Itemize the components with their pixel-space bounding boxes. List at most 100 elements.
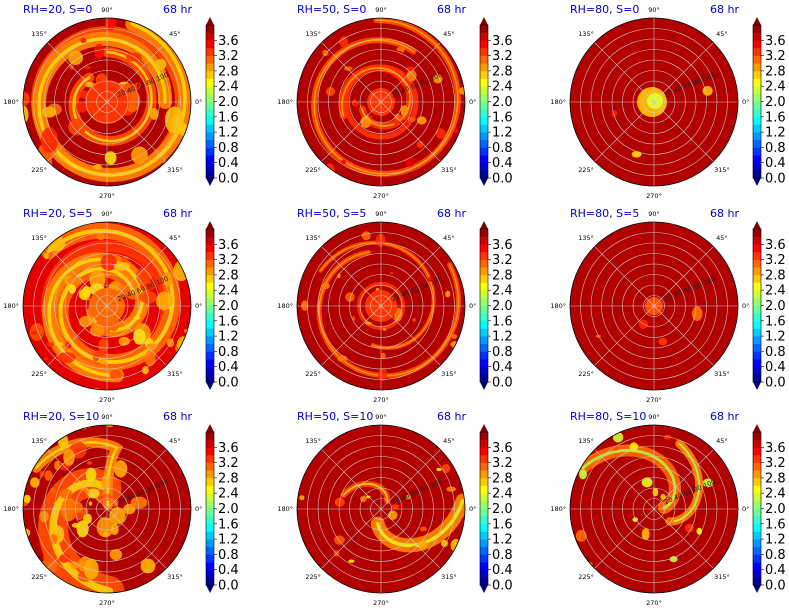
angular-grid-line bbox=[106, 449, 167, 510]
colorbar-extend-min bbox=[480, 178, 488, 186]
angle-tick-label: 90° bbox=[375, 413, 387, 421]
colorbar-tick-label: 3.6 bbox=[218, 238, 239, 253]
contour-blob bbox=[130, 496, 148, 509]
angle-tick-label: 270° bbox=[373, 599, 389, 607]
colorbar-segment bbox=[753, 109, 761, 118]
colorbar-segment bbox=[206, 32, 214, 41]
colorbar-extend-min bbox=[206, 382, 214, 390]
colorbar-segment bbox=[206, 313, 214, 322]
colorbar-tick-label: 0.8 bbox=[492, 345, 513, 360]
time-label: 68 hr bbox=[437, 3, 466, 16]
angular-grid-line bbox=[106, 305, 167, 366]
contour-blob bbox=[81, 286, 92, 298]
contour-blob bbox=[68, 50, 83, 65]
contour-blob bbox=[631, 151, 642, 158]
contour-blob bbox=[114, 460, 128, 478]
angular-grid-line bbox=[594, 101, 655, 162]
colorbar-tick-label: 0.0 bbox=[218, 172, 239, 187]
contour-blob bbox=[100, 357, 106, 365]
angular-grid-line bbox=[321, 305, 382, 366]
colorbar-tick-label: 2.4 bbox=[218, 487, 239, 502]
colorbar-segment bbox=[480, 290, 488, 299]
contour-blob bbox=[44, 470, 53, 481]
contour-band-inner bbox=[46, 228, 175, 365]
colorbar-tick-label: 0.0 bbox=[765, 579, 786, 594]
contour-blob bbox=[68, 284, 77, 294]
contour-blob bbox=[92, 164, 102, 170]
colorbar-segment bbox=[206, 47, 214, 56]
contour-blob bbox=[409, 546, 418, 552]
colorbar-segment bbox=[206, 485, 214, 494]
contour-blob bbox=[84, 234, 92, 241]
colorbar-tick-label: 0.0 bbox=[492, 579, 513, 594]
contour-blob bbox=[75, 101, 89, 113]
colorbar-segment bbox=[480, 539, 488, 548]
contour-blob bbox=[419, 526, 427, 532]
colorbar-segment bbox=[480, 328, 488, 337]
colorbar-segment bbox=[753, 439, 761, 448]
colorbar-segment bbox=[753, 493, 761, 502]
colorbar-segment bbox=[753, 374, 761, 383]
colorbar-segment bbox=[480, 78, 488, 87]
colorbar-segment bbox=[206, 470, 214, 479]
colorbar-tick-label: 1.2 bbox=[492, 533, 513, 548]
colorbar-segment bbox=[753, 236, 761, 245]
colorbar-tick-label: 0.4 bbox=[492, 156, 513, 171]
angle-tick-label: 180° bbox=[277, 505, 293, 513]
contour-blob bbox=[100, 254, 117, 271]
contour-blob bbox=[56, 352, 76, 363]
angle-tick-label: 45° bbox=[169, 437, 181, 445]
colorbar-tick-label: 2.0 bbox=[492, 95, 513, 110]
colorbar-segment bbox=[480, 523, 488, 532]
angle-tick-label: 0° bbox=[469, 98, 476, 106]
panel-label: RH=80, S=0 bbox=[570, 3, 639, 16]
contour-blob bbox=[297, 118, 299, 122]
panel-label: RH=50, S=5 bbox=[297, 207, 366, 220]
polar-outline bbox=[569, 221, 739, 391]
colorbar: 0.00.40.81.21.62.02.42.83.23.6 bbox=[205, 17, 239, 187]
colorbar-segment bbox=[206, 86, 214, 95]
colorbar: 0.00.40.81.21.62.02.42.83.23.6 bbox=[752, 424, 786, 594]
colorbar-tick-label: 1.2 bbox=[492, 330, 513, 345]
contour-field bbox=[299, 464, 465, 563]
colorbar-segment bbox=[206, 109, 214, 118]
colorbar-segment bbox=[206, 116, 214, 125]
contour-blob bbox=[23, 104, 29, 125]
angle-tick-label: 270° bbox=[373, 396, 389, 404]
angle-tick-label: 45° bbox=[169, 234, 181, 242]
contour-blob bbox=[441, 539, 448, 548]
radial-tick-label: 20 bbox=[663, 292, 674, 303]
contour-blob bbox=[166, 338, 175, 348]
radial-tick-label: 80 bbox=[419, 483, 430, 494]
radial-tick-label: 20 bbox=[663, 495, 674, 506]
colorbar-tick-label: 1.6 bbox=[492, 517, 513, 532]
colorbar-segment bbox=[206, 274, 214, 283]
colorbar-tick-label: 0.8 bbox=[218, 548, 239, 563]
angular-grid-line bbox=[653, 101, 714, 162]
colorbar-segment bbox=[206, 305, 214, 314]
colorbar-tick-label: 2.0 bbox=[218, 95, 239, 110]
colorbar-tick-label: 2.8 bbox=[765, 64, 786, 79]
colorbar-extend-min bbox=[753, 585, 761, 593]
radial-tick-label: 40 bbox=[400, 288, 411, 299]
colorbar-extend-max bbox=[480, 221, 488, 229]
angle-tick-label: 180° bbox=[3, 302, 19, 310]
colorbar-tick-label: 0.8 bbox=[218, 141, 239, 156]
contour-blob bbox=[301, 300, 309, 311]
angle-tick-label: 270° bbox=[646, 396, 662, 404]
colorbar-tick-label: 2.0 bbox=[492, 299, 513, 314]
contour-blob bbox=[348, 559, 355, 563]
contour-blob bbox=[611, 110, 618, 117]
colorbar-segment bbox=[480, 70, 488, 79]
contour-blob bbox=[396, 47, 405, 52]
radial-tick-label: 20 bbox=[116, 495, 127, 506]
colorbar-segment bbox=[753, 155, 761, 163]
angular-grid-line bbox=[380, 508, 441, 569]
colorbar-segment bbox=[480, 366, 488, 375]
time-label: 68 hr bbox=[163, 410, 192, 423]
colorbar-tick-label: 3.6 bbox=[492, 441, 513, 456]
colorbar-segment bbox=[753, 359, 761, 367]
